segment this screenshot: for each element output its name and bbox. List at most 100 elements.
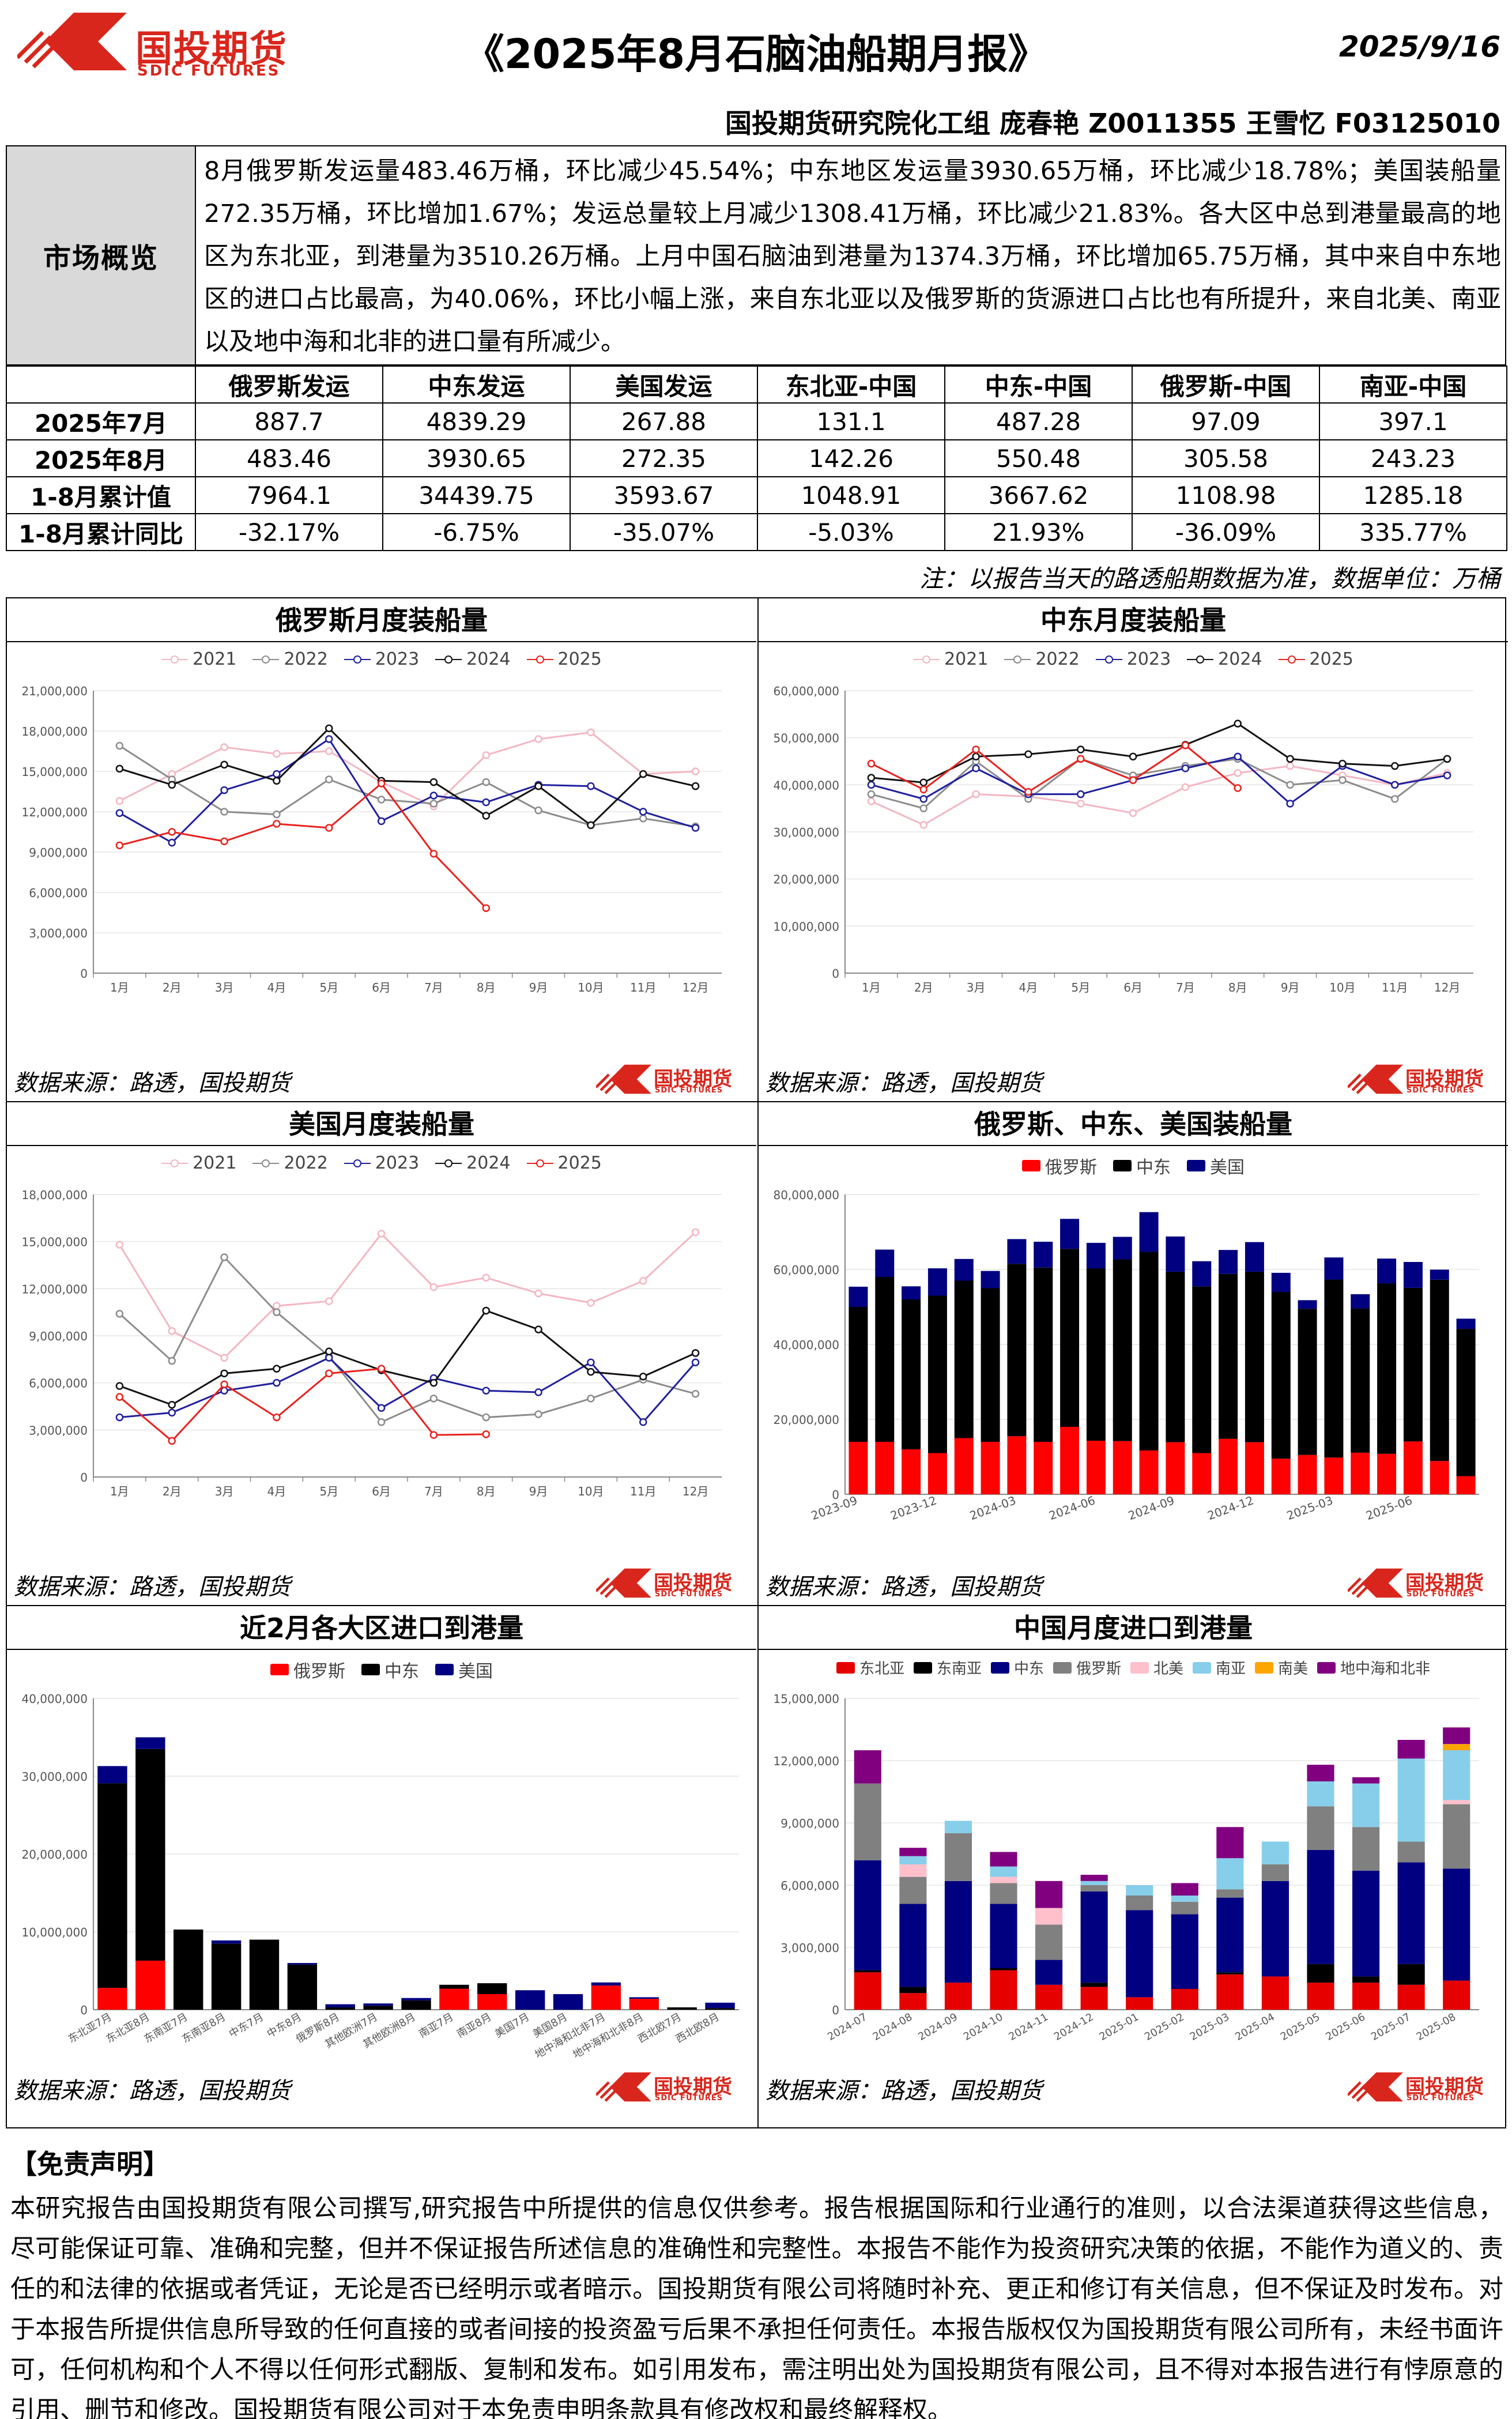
disclaimer: 【免责声明】 本研究报告由国投期货有限公司撰写,研究报告中所提供的信息仅供参考。… — [10, 2143, 1503, 2419]
data-point — [482, 1386, 490, 1395]
data-point — [273, 1308, 281, 1316]
x-tick-label: 12月 — [1434, 981, 1460, 994]
data-point — [220, 1253, 228, 1261]
data-point — [377, 779, 386, 788]
bar-segment — [1035, 1960, 1063, 1985]
data-point — [115, 741, 124, 750]
bar-segment — [954, 1259, 974, 1281]
x-tick-label: 2024-09 — [1126, 1493, 1177, 1523]
legend-item: 中东 — [990, 1657, 1044, 1678]
data-point — [220, 786, 228, 794]
legend-item: 俄罗斯 — [1053, 1657, 1121, 1678]
bar-segment — [1126, 1896, 1153, 1911]
bar-segment — [1007, 1264, 1027, 1437]
logo-text: 国投期货 — [654, 1572, 732, 1595]
legend-marker-icon — [344, 1159, 371, 1168]
legend-marker-icon — [161, 1159, 188, 1168]
data-point — [639, 808, 647, 816]
table-cell: 1285.18 — [1319, 476, 1507, 514]
legend-swatch-icon — [1053, 1661, 1072, 1674]
table-cell: 4839.29 — [382, 402, 571, 440]
data-point — [691, 1358, 700, 1367]
bar-segment — [1352, 1983, 1380, 2010]
data-point — [168, 1408, 176, 1417]
legend-item: 北美 — [1130, 1657, 1183, 1678]
logo-text: 国投期货 — [654, 1068, 732, 1091]
legend-marker-icon — [913, 655, 940, 664]
bar-segment — [990, 1866, 1017, 1877]
bar-segment — [1261, 1841, 1289, 1864]
legend-item: 2022 — [252, 649, 328, 669]
bar-segment — [1351, 1452, 1370, 1494]
table-row: 2025年8月 483.46 3930.65 272.35 142.26 550… — [6, 439, 1507, 477]
legend-label: 2024 — [466, 1153, 511, 1173]
logo-text: 国投期货 — [1405, 1068, 1484, 1091]
legend-item: 南美 — [1255, 1657, 1308, 1678]
bar-segment — [927, 1453, 947, 1494]
source-logo: 国投期货 SDIC FUTURES — [1348, 1063, 1498, 1097]
table-cell: 305.58 — [1132, 439, 1320, 477]
bar-segment — [1219, 1250, 1238, 1274]
data-point — [220, 760, 228, 769]
y-tick-label: 20,000,000 — [773, 1413, 839, 1427]
bar-segment — [1443, 1727, 1470, 1744]
logo-subtext: SDIC FUTURES — [655, 1086, 723, 1095]
data-point — [273, 749, 281, 758]
bar-segment — [1377, 1259, 1397, 1284]
bar-segment — [287, 1963, 318, 1965]
table-cell: -35.07% — [570, 513, 758, 551]
bar-segment — [1443, 1750, 1470, 1800]
table-header-row: 俄罗斯发运 中东发运 美国发运 东北亚-中国 中东-中国 俄罗斯-中国 南亚-中… — [6, 366, 1507, 404]
series-line-2022 — [119, 745, 696, 828]
bar-segment — [401, 1998, 431, 2000]
bar-segment — [1007, 1436, 1027, 1494]
source-logo: 国投期货 SDIC FUTURES — [596, 1063, 746, 1097]
bar-segment — [1298, 1300, 1317, 1309]
legend-label: 2023 — [1126, 649, 1171, 669]
x-tick-label: 2025-05 — [1279, 2011, 1322, 2043]
table-cell: 487.28 — [944, 402, 1133, 440]
bar-segment — [944, 1821, 972, 1833]
x-tick-label: 2023-12 — [888, 1493, 938, 1523]
x-tick-label: 2025-06 — [1324, 2011, 1367, 2043]
bar-segment — [1034, 1267, 1053, 1442]
chart-legend: 2021 2022 2023 2024 2025 — [7, 649, 756, 669]
x-tick-label: 10月 — [578, 1484, 604, 1498]
table-header-cell: 中东-中国 — [944, 366, 1133, 404]
logo-text: 国投期货 — [654, 2075, 732, 2098]
x-tick-label: 2月 — [163, 1484, 182, 1498]
table-cell: -32.17% — [195, 513, 383, 551]
bar-segment — [1216, 1897, 1244, 1973]
table-cell: 887.7 — [195, 402, 383, 440]
data-point — [1181, 764, 1190, 773]
legend-item: 2022 — [252, 1153, 328, 1173]
data-point — [377, 817, 386, 826]
bar-segment — [954, 1280, 974, 1438]
y-tick-label: 20,000,000 — [773, 873, 839, 887]
row-label: 2025年7月 — [6, 402, 196, 440]
x-tick-label: 7月 — [424, 1484, 443, 1498]
legend-marker-icon — [435, 655, 462, 664]
table-cell: 7964.1 — [195, 476, 383, 514]
bar-segment — [591, 1982, 621, 1986]
x-tick-label: 6月 — [372, 1484, 391, 1498]
source-logo: 国投期货 SDIC FUTURES — [596, 2071, 746, 2104]
bar-segment — [97, 1766, 127, 1784]
table-header-cell — [6, 366, 196, 404]
bar-segment — [927, 1295, 947, 1453]
logo-mark-icon — [1348, 1064, 1403, 1094]
x-tick-label: 11月 — [1382, 981, 1408, 994]
legend-marker-icon — [1095, 655, 1122, 664]
y-tick-label: 0 — [80, 2003, 88, 2017]
data-point — [919, 778, 927, 786]
legend-swatch-icon — [1187, 1160, 1205, 1171]
bar-segment — [1324, 1279, 1344, 1458]
y-tick-label: 18,000,000 — [21, 1188, 88, 1202]
legend-marker-icon — [161, 655, 188, 664]
data-point — [115, 1241, 124, 1249]
bar-segment — [1397, 1984, 1425, 2010]
data-point — [534, 735, 542, 743]
table-cell: 34439.75 — [382, 476, 571, 514]
x-tick-label: 7月 — [1176, 981, 1195, 994]
data-point — [691, 782, 700, 790]
